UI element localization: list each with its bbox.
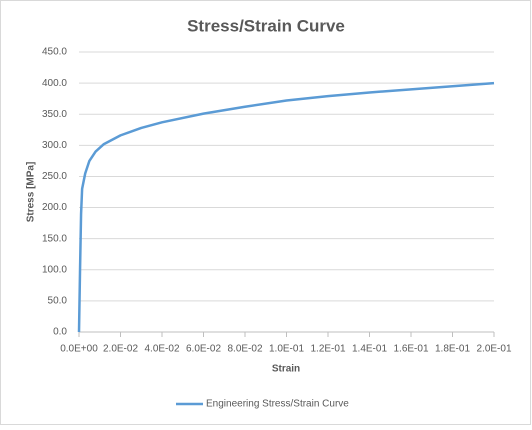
x-tick-label: 6.0E-02 — [186, 344, 221, 355]
x-tick-label: 4.0E-02 — [144, 344, 179, 355]
y-tick-label: 100.0 — [42, 264, 67, 275]
x-tick-label: 1.4E-01 — [352, 344, 387, 355]
legend-label: Engineering Stress/Strain Curve — [206, 399, 349, 410]
x-tick-label: 8.0E-02 — [227, 344, 262, 355]
y-tick-label: 350.0 — [42, 109, 67, 120]
y-tick-label: 300.0 — [42, 140, 67, 151]
y-tick-label: 50.0 — [48, 296, 68, 307]
x-tick-label: 2.0E-01 — [476, 344, 511, 355]
y-tick-label: 400.0 — [42, 78, 67, 89]
y-tick-label: 150.0 — [42, 233, 67, 244]
y-tick-label: 250.0 — [42, 171, 67, 182]
x-axis-title: Strain — [272, 364, 300, 375]
x-tick-label: 1.2E-01 — [310, 344, 345, 355]
x-tick-label: 1.0E-01 — [269, 344, 304, 355]
x-tick-label: 1.8E-01 — [435, 344, 470, 355]
x-tick-label: 2.0E-02 — [103, 344, 138, 355]
y-tick-label: 0.0 — [53, 327, 67, 338]
y-axis-title: Stress [MPa] — [26, 162, 37, 223]
data-line — [77, 81, 495, 333]
x-tick-label: 1.6E-01 — [393, 344, 428, 355]
chart-title: Stress/Strain Curve — [187, 16, 345, 35]
y-tick-label: 200.0 — [42, 202, 67, 213]
y-tick-label: 450.0 — [42, 47, 67, 58]
x-tick-label: 0.0E+00 — [60, 344, 98, 355]
